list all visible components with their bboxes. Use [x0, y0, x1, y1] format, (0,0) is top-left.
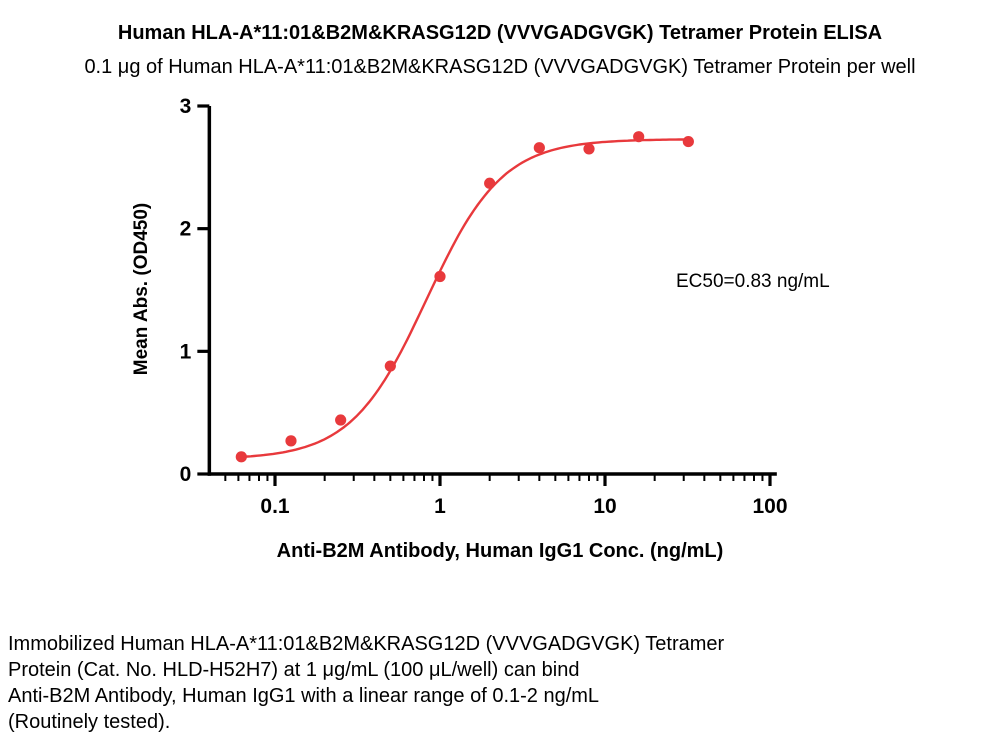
- data-point: [682, 135, 694, 148]
- x-tick-label: 10: [593, 495, 616, 518]
- y-tick-label: 0: [180, 463, 192, 486]
- data-point: [484, 177, 496, 189]
- x-tick-label: 1: [434, 495, 446, 518]
- figure-caption: Immobilized Human HLA-A*11:01&B2M&KRASG1…: [8, 631, 724, 735]
- caption-line: (Routinely tested).: [8, 711, 171, 733]
- plot-area: 0.1 1 10 100 0 1 2 3: [180, 95, 788, 518]
- data-point: [434, 270, 446, 283]
- data-point: [384, 360, 396, 372]
- fit-curve: [241, 138, 689, 459]
- y-tick-label: 1: [180, 340, 192, 363]
- y-axis-label: Mean Abs. (OD450): [131, 202, 152, 376]
- data-point: [633, 131, 645, 143]
- data-point: [335, 414, 347, 426]
- data-point: [533, 142, 545, 154]
- y-tick-label: 2: [180, 218, 192, 241]
- data-point: [285, 435, 297, 447]
- x-tick-label: 100: [752, 495, 787, 518]
- caption-line: Anti-B2M Antibody, Human IgG1 with a lin…: [8, 685, 600, 707]
- caption-line: Immobilized Human HLA-A*11:01&B2M&KRASG1…: [8, 633, 725, 655]
- chart-subtitle: 0.1 μg of Human HLA-A*11:01&B2M&KRASG12D…: [84, 56, 916, 78]
- y-tick-label: 3: [180, 95, 192, 118]
- data-point: [235, 451, 247, 463]
- caption-line: Protein (Cat. No. HLD-H52H7) at 1 μg/mL …: [8, 659, 580, 681]
- ec50-annotation: EC50=0.83 ng/mL: [676, 271, 830, 292]
- x-tick-label: 0.1: [260, 495, 290, 518]
- data-point: [583, 143, 595, 155]
- chart-title: Human HLA-A*11:01&B2M&KRASG12D (VVVGADGV…: [117, 22, 883, 44]
- x-axis-label: Anti-B2M Antibody, Human IgG1 Conc. (ng/…: [276, 540, 724, 562]
